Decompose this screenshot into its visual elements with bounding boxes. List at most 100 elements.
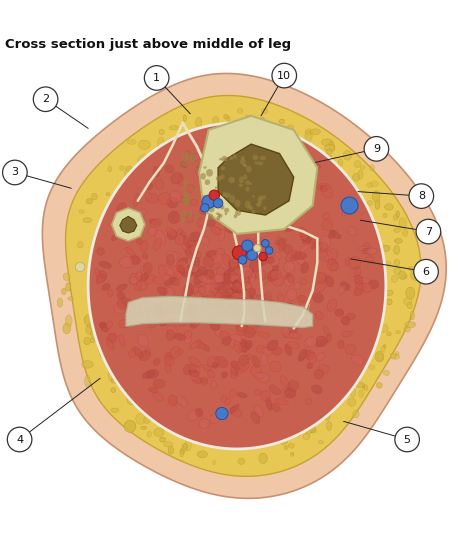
Ellipse shape: [241, 304, 248, 312]
Ellipse shape: [216, 329, 222, 336]
Ellipse shape: [258, 153, 268, 161]
Ellipse shape: [107, 290, 113, 296]
Ellipse shape: [157, 137, 164, 147]
Ellipse shape: [184, 331, 191, 339]
Ellipse shape: [144, 418, 150, 423]
Ellipse shape: [246, 354, 252, 359]
Ellipse shape: [158, 265, 166, 277]
Ellipse shape: [210, 263, 221, 270]
Ellipse shape: [258, 195, 264, 200]
Ellipse shape: [290, 331, 296, 337]
Ellipse shape: [283, 303, 294, 310]
Ellipse shape: [228, 304, 238, 314]
Ellipse shape: [217, 248, 225, 255]
Ellipse shape: [168, 211, 180, 224]
Ellipse shape: [211, 288, 217, 295]
Ellipse shape: [166, 254, 174, 265]
Ellipse shape: [114, 303, 126, 314]
Ellipse shape: [342, 207, 350, 216]
Ellipse shape: [208, 214, 213, 219]
Ellipse shape: [164, 288, 174, 298]
Ellipse shape: [237, 392, 247, 398]
Ellipse shape: [156, 145, 162, 153]
Ellipse shape: [126, 166, 132, 171]
Ellipse shape: [139, 351, 151, 361]
Ellipse shape: [210, 430, 213, 436]
Ellipse shape: [229, 284, 241, 290]
Ellipse shape: [249, 313, 259, 323]
Ellipse shape: [246, 166, 252, 172]
Ellipse shape: [316, 340, 326, 347]
Ellipse shape: [299, 350, 310, 361]
Ellipse shape: [295, 256, 304, 264]
Ellipse shape: [189, 368, 199, 378]
Ellipse shape: [395, 351, 399, 356]
Ellipse shape: [127, 392, 136, 405]
Ellipse shape: [382, 245, 390, 252]
Ellipse shape: [304, 186, 314, 195]
Ellipse shape: [217, 193, 230, 202]
Ellipse shape: [279, 128, 284, 136]
Circle shape: [247, 250, 257, 261]
Ellipse shape: [338, 159, 343, 166]
Ellipse shape: [91, 303, 94, 306]
Ellipse shape: [330, 263, 339, 271]
Ellipse shape: [243, 312, 255, 323]
Ellipse shape: [177, 229, 183, 234]
Ellipse shape: [384, 262, 391, 265]
Ellipse shape: [303, 313, 317, 320]
Ellipse shape: [205, 295, 214, 305]
Ellipse shape: [402, 229, 408, 237]
Ellipse shape: [240, 153, 247, 162]
Ellipse shape: [291, 252, 301, 261]
Ellipse shape: [173, 252, 180, 258]
Ellipse shape: [288, 443, 294, 448]
Ellipse shape: [199, 419, 210, 429]
Circle shape: [2, 160, 27, 185]
Ellipse shape: [375, 199, 380, 209]
Ellipse shape: [99, 348, 108, 353]
Ellipse shape: [394, 239, 402, 244]
Ellipse shape: [246, 296, 254, 304]
Ellipse shape: [146, 193, 158, 203]
Ellipse shape: [186, 185, 194, 192]
Ellipse shape: [300, 227, 307, 240]
Ellipse shape: [372, 191, 380, 202]
Ellipse shape: [77, 241, 83, 248]
Ellipse shape: [324, 410, 330, 420]
Ellipse shape: [181, 138, 187, 143]
Ellipse shape: [265, 257, 274, 264]
Ellipse shape: [283, 261, 295, 273]
Ellipse shape: [369, 280, 379, 289]
Ellipse shape: [245, 201, 251, 208]
Ellipse shape: [214, 273, 225, 283]
Ellipse shape: [245, 180, 250, 185]
Ellipse shape: [213, 460, 216, 465]
Circle shape: [232, 246, 246, 260]
Ellipse shape: [186, 240, 198, 246]
Ellipse shape: [232, 293, 244, 299]
Ellipse shape: [337, 180, 345, 185]
Ellipse shape: [137, 334, 149, 347]
Ellipse shape: [185, 307, 193, 319]
Ellipse shape: [238, 342, 250, 352]
Ellipse shape: [235, 307, 246, 319]
Ellipse shape: [195, 166, 205, 172]
Ellipse shape: [229, 264, 235, 271]
Ellipse shape: [178, 265, 185, 273]
Ellipse shape: [205, 270, 215, 280]
Ellipse shape: [237, 128, 240, 133]
Ellipse shape: [196, 117, 202, 128]
Ellipse shape: [300, 232, 308, 240]
Ellipse shape: [111, 388, 116, 392]
Ellipse shape: [357, 362, 365, 368]
Ellipse shape: [270, 270, 281, 279]
Ellipse shape: [236, 279, 244, 293]
Ellipse shape: [169, 125, 178, 130]
Ellipse shape: [207, 295, 214, 305]
Ellipse shape: [305, 129, 312, 135]
Circle shape: [145, 66, 169, 90]
Ellipse shape: [289, 332, 301, 339]
Ellipse shape: [317, 403, 323, 409]
Ellipse shape: [191, 286, 199, 293]
